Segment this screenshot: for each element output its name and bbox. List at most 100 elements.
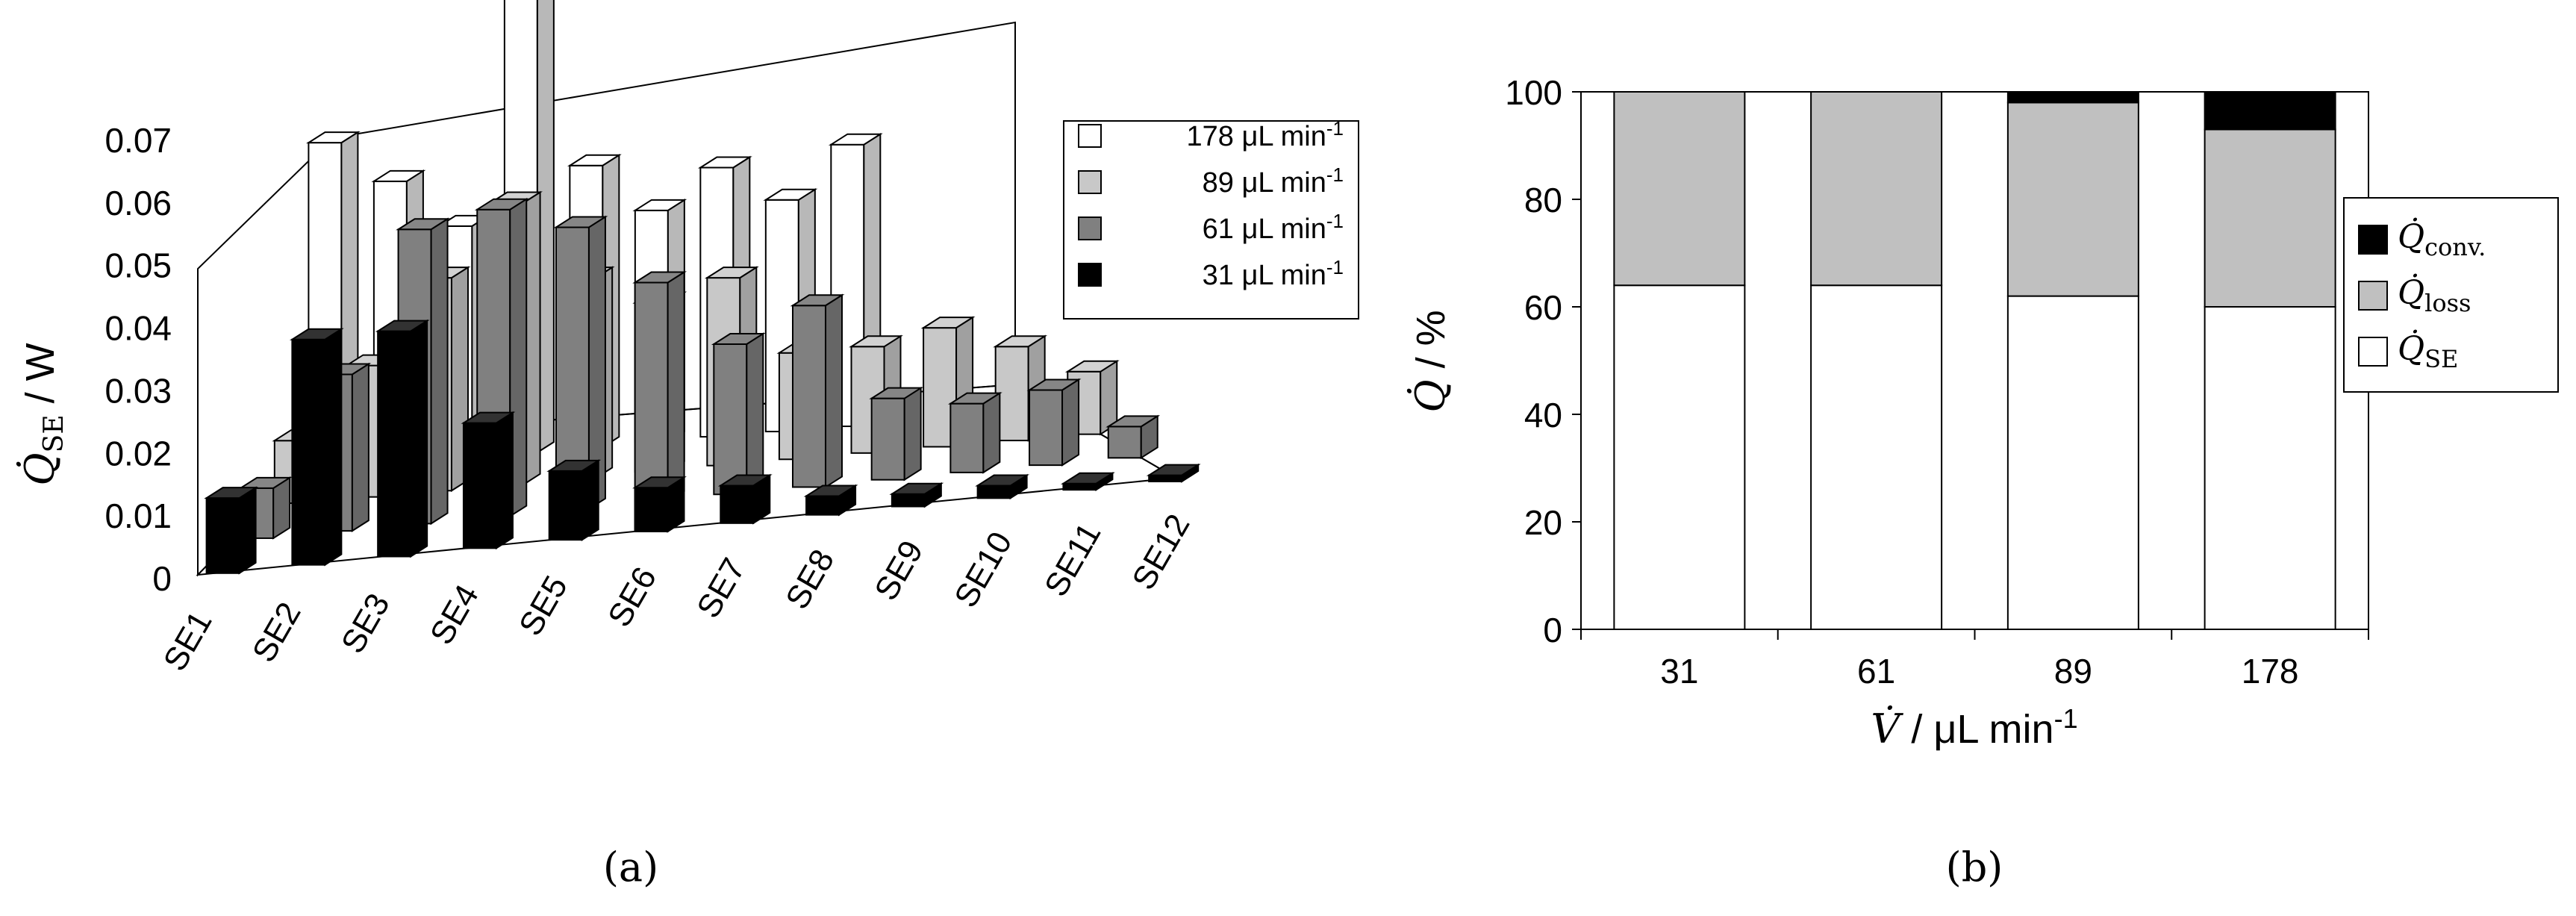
bar-top-face [704, 267, 759, 279]
bar-side-face [1061, 378, 1080, 467]
bar-top-face [947, 392, 1002, 405]
category-label-SE11: SE11 [1038, 517, 1108, 602]
bar-front-face [634, 281, 669, 503]
bar-61-SE9 [869, 386, 924, 482]
bar-31-SE4 [461, 411, 516, 550]
bar-31-SE12 [1146, 463, 1201, 483]
bar-top-face [474, 198, 529, 211]
bar-front-face [377, 330, 412, 558]
category-label-SE4: SE4 [423, 579, 486, 651]
chart-b-x-axis-label: V̇ / μL min-1 [1871, 703, 2077, 753]
bar-side-face [667, 270, 685, 503]
bar-front-face [891, 493, 926, 508]
chart-b-y-ticks: 0 20 40 60 80 100 [1505, 73, 1581, 649]
bar-31-SE8 [803, 484, 858, 517]
bar-61-SE8 [790, 293, 845, 489]
bar-top-face [1060, 472, 1115, 485]
bar-top-face [204, 487, 259, 499]
bar-top-face [289, 328, 344, 340]
chart-a-y-axis-label: Q̇SE / W [16, 343, 69, 485]
bar-segment [1613, 91, 1746, 287]
bar-front-face [976, 485, 1011, 499]
legend-swatch [1078, 170, 1102, 194]
bar-top-face [396, 218, 451, 231]
bar-31-SE7 [717, 473, 773, 525]
legend-label: 89 μL min-1 [1203, 163, 1344, 199]
bar-31-SE5 [546, 459, 602, 541]
bar-top-face [567, 154, 622, 166]
chart-b-y-axis-label: Q̇ / % [1406, 310, 1454, 412]
category-label-SE7: SE7 [690, 552, 752, 625]
chart-b-legend-items: Q̇conv. Q̇loss Q̇SE [2358, 216, 2486, 373]
bar-side-face [410, 319, 428, 558]
bar-side-face [495, 411, 514, 550]
bar-top-face [920, 317, 976, 329]
bar-side-face [351, 362, 369, 532]
bar-side-face [581, 459, 599, 541]
chart-a-legend-items: 178 μL min-1 89 μL min-1 61 μL min-1 31 μL … [1078, 117, 1344, 291]
bar-61-SE11 [1026, 378, 1082, 467]
y-tick-label: 0.06 [105, 184, 172, 222]
bar-top-face [371, 169, 426, 182]
y-tick-label: 0.05 [105, 246, 172, 285]
bar-top-face [697, 156, 752, 169]
bar-top-face [790, 294, 845, 307]
bar-top-face [632, 476, 687, 489]
bar-top-face [1105, 415, 1161, 428]
bar-side-face [746, 332, 764, 496]
y-tick-label: 0.01 [105, 496, 172, 535]
category-label-SE5: SE5 [512, 570, 575, 642]
x-tick-label: 31 [1660, 652, 1698, 691]
legend-label: Q̇SE [2398, 328, 2458, 373]
bar-front-face [634, 487, 669, 532]
bar-front-face [1107, 426, 1142, 459]
legend-swatch [1078, 124, 1102, 148]
chart-a-y-ticks: 0 0.01 0.02 0.03 0.04 0.05 0.06 0.07 [105, 121, 172, 598]
x-tick-label: 178 [2242, 652, 2299, 691]
chart-b: 0 20 40 60 80 100 31 61 89 178 Q̇ / % V̇ / μL mi… [1406, 73, 2559, 891]
legend-label: Q̇loss [2398, 272, 2471, 317]
bar-stack-178 [2204, 91, 2336, 630]
bar-segment [2204, 91, 2336, 131]
legend-label: Q̇conv. [2398, 216, 2486, 261]
category-label-SE12: SE12 [1125, 508, 1197, 596]
bar-front-face [548, 470, 583, 541]
bar-31-SE11 [1060, 471, 1115, 491]
bar-top-face [889, 482, 944, 495]
y-tick-label: 0.07 [105, 121, 172, 160]
category-label-SE10: SE10 [947, 526, 1019, 614]
bar-61-SE6 [632, 270, 687, 503]
bar-31-SE10 [975, 473, 1030, 500]
bar-top-face [553, 216, 608, 228]
bar-front-face [1062, 482, 1097, 491]
legend-label: 61 μL min-1 [1203, 210, 1344, 245]
category-label-SE6: SE6 [601, 561, 664, 633]
bar-31-SE1 [204, 486, 259, 575]
bar-top-face [305, 131, 361, 144]
category-label-SE1: SE1 [157, 605, 219, 678]
bar-segment [2204, 128, 2336, 308]
bar-front-face [462, 422, 497, 549]
chart-a-legend: 178 μL min-1 89 μL min-1 61 μL min-1 31 μL … [1063, 117, 1359, 320]
x-tick-label: 61 [1857, 652, 1895, 691]
bar-31-SE6 [632, 476, 687, 533]
bar-top-face [461, 411, 516, 424]
y-tick-label: 40 [1524, 396, 1562, 434]
bar-top-face [717, 474, 773, 487]
bar-side-face [324, 327, 343, 567]
bar-top-face [632, 199, 687, 211]
category-label-SE9: SE9 [867, 535, 930, 607]
bar-stack-89 [2006, 91, 2139, 630]
legend-swatch [1078, 216, 1102, 240]
bar-front-face [720, 485, 755, 524]
y-tick-label: 100 [1505, 73, 1562, 112]
bar-segment [2006, 91, 2139, 104]
legend-swatch [1078, 263, 1102, 287]
bar-front-face [291, 338, 326, 566]
legend-swatch [2358, 281, 2388, 311]
bar-stack-61 [1810, 91, 1943, 630]
bar-side-face [982, 391, 1001, 474]
bar-31-SE3 [375, 319, 430, 558]
legend-label: 178 μL min-1 [1187, 117, 1344, 152]
legend-swatch [2358, 337, 2388, 367]
